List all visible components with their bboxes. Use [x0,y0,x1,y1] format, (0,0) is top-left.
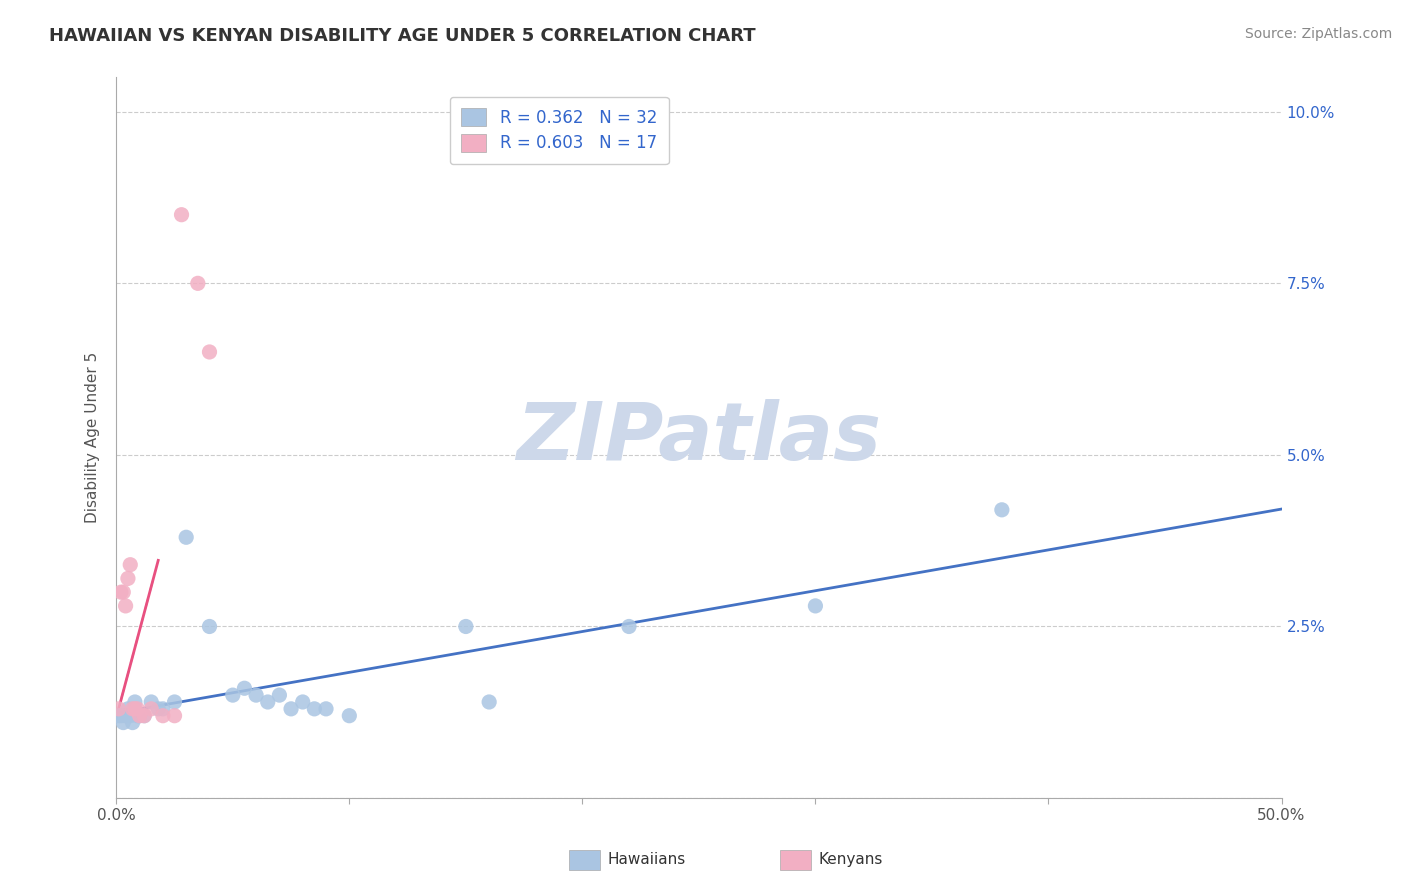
Point [198,619,221,633]
Text: Source: ZipAtlas.com: Source: ZipAtlas.com [1244,27,1392,41]
Point [152,708,174,723]
Point [141,702,163,716]
Legend: R = 0.362   N = 32, R = 0.603   N = 17: R = 0.362 N = 32, R = 0.603 N = 17 [450,96,669,164]
Point [233,681,256,696]
Point [124,695,146,709]
Point [148,702,170,716]
Point [121,702,143,716]
Point [112,715,135,730]
Point [991,503,1014,517]
Point [128,708,150,723]
Point [127,708,149,723]
Point [454,619,477,633]
Text: HAWAIIAN VS KENYAN DISABILITY AGE UNDER 5 CORRELATION CHART: HAWAIIAN VS KENYAN DISABILITY AGE UNDER … [49,27,756,45]
Point [291,695,314,709]
Point [110,585,132,599]
Point [112,585,135,599]
Point [478,695,501,709]
Point [114,708,136,723]
Point [617,619,640,633]
Point [107,702,129,716]
Point [134,708,156,723]
Point [117,571,139,585]
Point [198,345,221,359]
Point [141,695,163,709]
Y-axis label: Disability Age Under 5: Disability Age Under 5 [86,352,100,524]
Point [280,702,302,716]
Point [110,708,132,723]
Point [107,708,129,723]
Point [120,708,142,723]
Text: Kenyans: Kenyans [818,853,883,867]
Text: Hawaiians: Hawaiians [607,853,686,867]
Point [804,599,827,613]
Point [170,208,193,222]
Point [174,530,197,544]
Point [315,702,337,716]
Point [114,599,136,613]
Text: ZIPatlas: ZIPatlas [516,399,882,476]
Point [163,708,186,723]
Point [337,708,360,723]
Point [163,695,186,709]
Point [120,558,142,572]
Point [127,702,149,716]
Point [134,708,156,723]
Point [222,688,245,702]
Point [245,688,267,702]
Point [128,708,150,723]
Point [304,702,326,716]
Point [187,277,209,291]
Point [152,702,174,716]
Point [269,688,291,702]
Point [121,715,143,730]
Point [117,702,139,716]
Point [256,695,278,709]
Point [124,702,146,716]
